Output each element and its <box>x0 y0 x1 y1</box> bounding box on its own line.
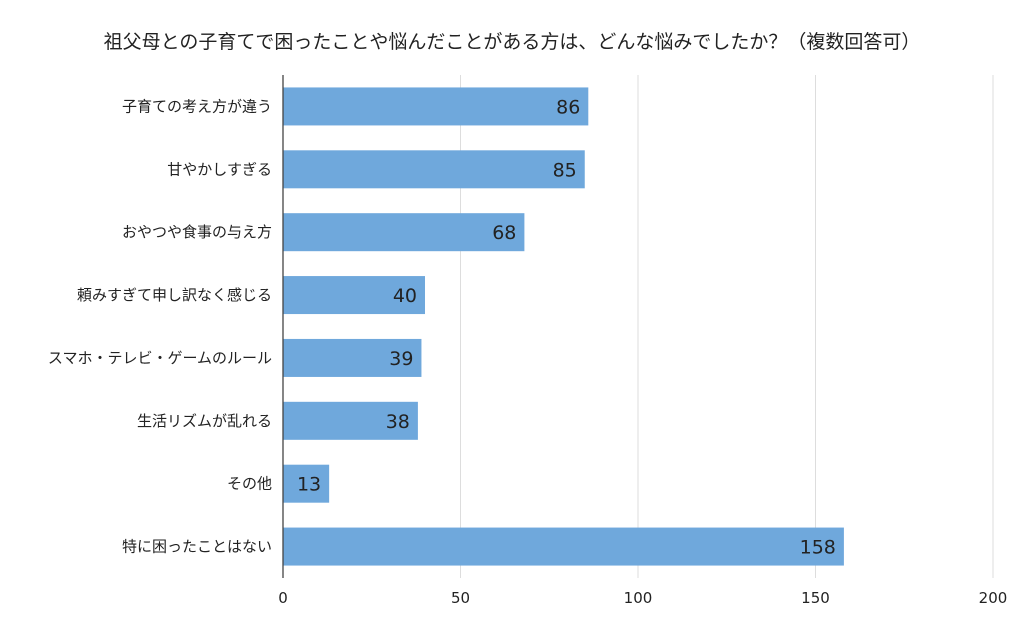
x-tick-label-100: 100 <box>624 589 653 607</box>
value-label-4: 40 <box>393 285 417 307</box>
category-label-4: 頼みすぎて申し訳なく感じる <box>77 286 272 304</box>
x-tick-label-50: 50 <box>451 589 470 607</box>
grid-lines <box>460 75 994 578</box>
bar-4 <box>283 276 425 315</box>
category-label-1: 子育ての考え方が違う <box>122 97 272 115</box>
bar-2 <box>283 150 585 189</box>
category-label-2: 甘やかしすぎる <box>167 160 272 178</box>
chart-title: 祖父母との子育てで困ったことや悩んだことがある方は、どんな悩みでしたか？（複数回… <box>104 31 921 53</box>
category-labels: 子育ての考え方が違う甘やかしすぎるおやつや食事の与え方頼みすぎて申し訳なく感じる… <box>48 97 272 555</box>
bar-8 <box>283 527 844 566</box>
category-label-6: 生活リズムが乱れる <box>137 412 272 430</box>
category-label-3: おやつや食事の与え方 <box>122 223 272 241</box>
x-tick-label-150: 150 <box>801 589 830 607</box>
value-label-8: 158 <box>800 537 836 559</box>
category-label-5: スマホ・テレビ・ゲームのルール <box>48 349 272 367</box>
bar-6 <box>283 401 418 440</box>
bar-5 <box>283 338 422 377</box>
x-tick-label-0: 0 <box>278 589 288 607</box>
bars <box>283 87 844 566</box>
x-axis-ticks: 0 50 100 150 200 <box>278 589 1007 607</box>
value-label-7: 13 <box>297 474 321 496</box>
value-label-5: 39 <box>389 348 413 370</box>
value-labels: 86 85 68 40 39 38 13 158 <box>297 96 836 558</box>
value-label-2: 85 <box>553 159 577 181</box>
value-label-3: 68 <box>492 222 516 244</box>
value-label-1: 86 <box>556 96 580 118</box>
category-label-8: 特に困ったことはない <box>122 538 272 556</box>
bar-7 <box>283 464 330 503</box>
category-label-7: その他 <box>227 475 272 493</box>
x-tick-label-200: 200 <box>979 589 1008 607</box>
bar-3 <box>283 213 525 252</box>
bar-1 <box>283 87 589 126</box>
value-label-6: 38 <box>386 411 410 433</box>
